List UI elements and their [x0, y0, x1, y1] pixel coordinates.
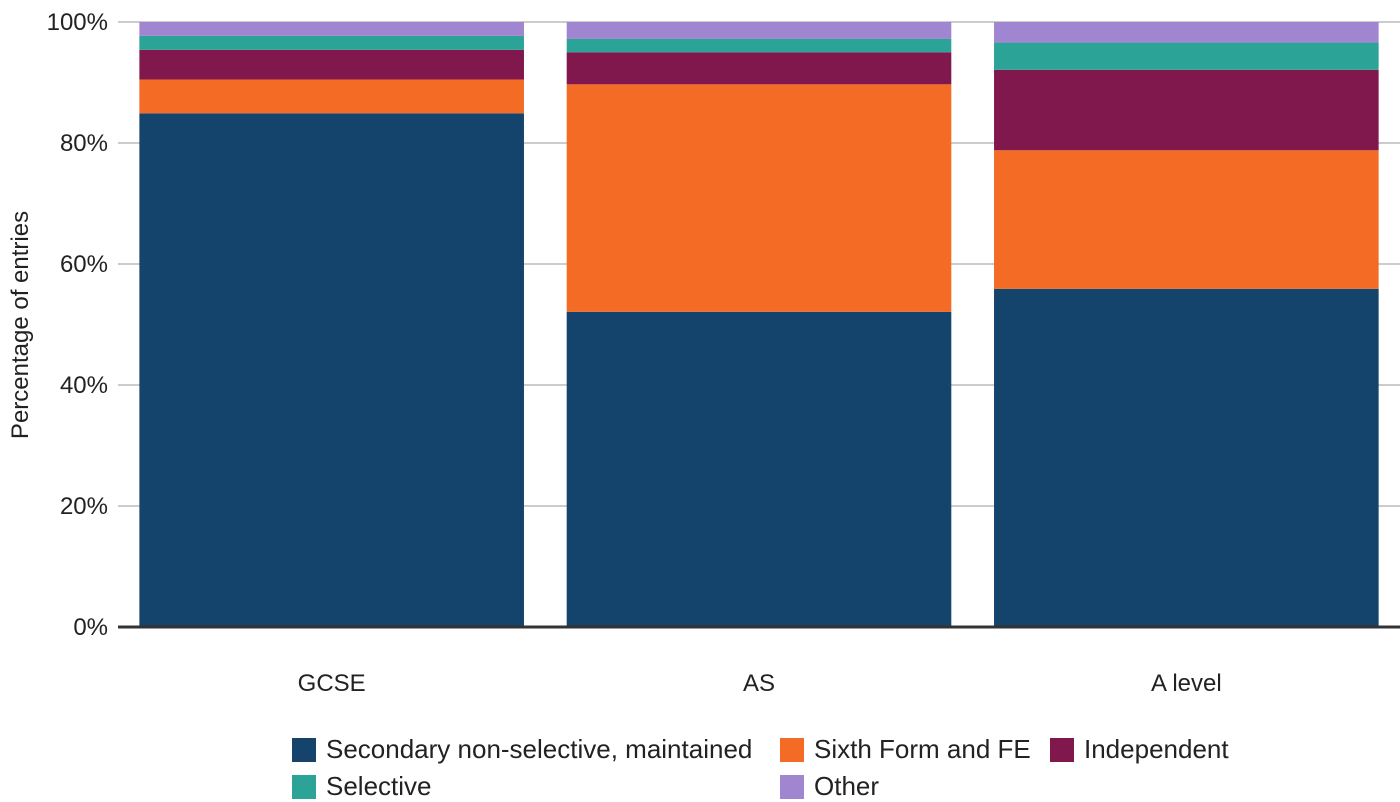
y-tick-label: 100% [47, 9, 108, 36]
y-axis-title: Percentage of entries [7, 211, 34, 439]
y-tick-label: 40% [60, 372, 108, 399]
legend-swatch [292, 737, 316, 762]
x-tick-label: A level [1151, 670, 1222, 697]
bar-segment [566, 311, 952, 627]
legend-label: Sixth Form and FE [814, 734, 1031, 764]
bar-segment [566, 38, 952, 53]
legend-item: Other [780, 771, 879, 802]
legend-swatch [780, 737, 804, 762]
legend-item: Independent [1050, 734, 1229, 765]
y-tick-label: 0% [73, 614, 108, 641]
stacked-bar-chart: 0% 20% 40% 60% 80% 100% GCSE AS A level Percent… [7, 9, 1400, 697]
x-tick-label: GCSE [298, 670, 366, 697]
legend-label: Secondary non-selective, maintained [326, 734, 753, 764]
bar-segment [566, 84, 952, 312]
legend-swatch [780, 774, 804, 799]
legend-label: Independent [1084, 734, 1229, 764]
bar-segment [994, 22, 1379, 43]
y-tick-labels: 0% 20% 40% 60% 80% 100% [47, 9, 108, 641]
bar-segment [994, 288, 1379, 627]
bar-segment [139, 113, 524, 628]
bar-segment [566, 52, 952, 85]
legend-item: Selective [292, 771, 432, 802]
bar-segment [139, 49, 524, 80]
bar-segment [139, 35, 524, 50]
bar-segment [566, 22, 952, 39]
legend-item: Sixth Form and FE [780, 734, 1031, 765]
y-tick-label: 60% [60, 251, 108, 278]
legend-item: Secondary non-selective, maintained [292, 734, 752, 765]
legend-label: Other [814, 771, 880, 801]
bar-segment [994, 150, 1379, 289]
x-tick-label: AS [743, 670, 775, 697]
legend-swatch [1050, 737, 1074, 762]
bar-segment [994, 69, 1379, 151]
legend-swatch [292, 774, 316, 799]
x-tick-labels: GCSE AS A level [298, 670, 1222, 697]
bar-segments [139, 22, 1379, 628]
y-tick-label: 80% [60, 130, 108, 157]
bar-segment [994, 42, 1379, 70]
bar-segment [139, 79, 524, 114]
legend-label: Selective [326, 771, 432, 801]
y-tick-label: 20% [60, 493, 108, 520]
bar-segment [139, 22, 524, 36]
